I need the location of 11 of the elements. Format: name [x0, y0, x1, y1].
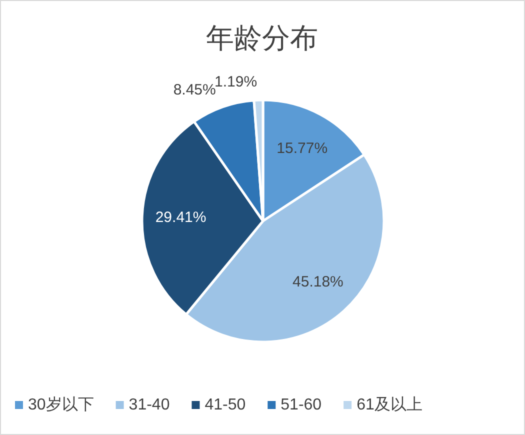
chart-title: 年龄分布	[206, 22, 318, 54]
data-label: 45.18%	[292, 274, 344, 291]
data-label: 29.41%	[155, 209, 206, 226]
legend-label: 31-40	[128, 396, 170, 414]
legend-label: 41-50	[204, 396, 246, 414]
legend-label: 61及以上	[356, 396, 422, 414]
legend-label: 30岁以下	[28, 396, 94, 414]
legend-label: 51-60	[280, 396, 322, 414]
data-label: 1.19%	[214, 74, 258, 91]
data-label: 15.77%	[276, 140, 328, 158]
data-label: 8.45%	[173, 81, 216, 98]
